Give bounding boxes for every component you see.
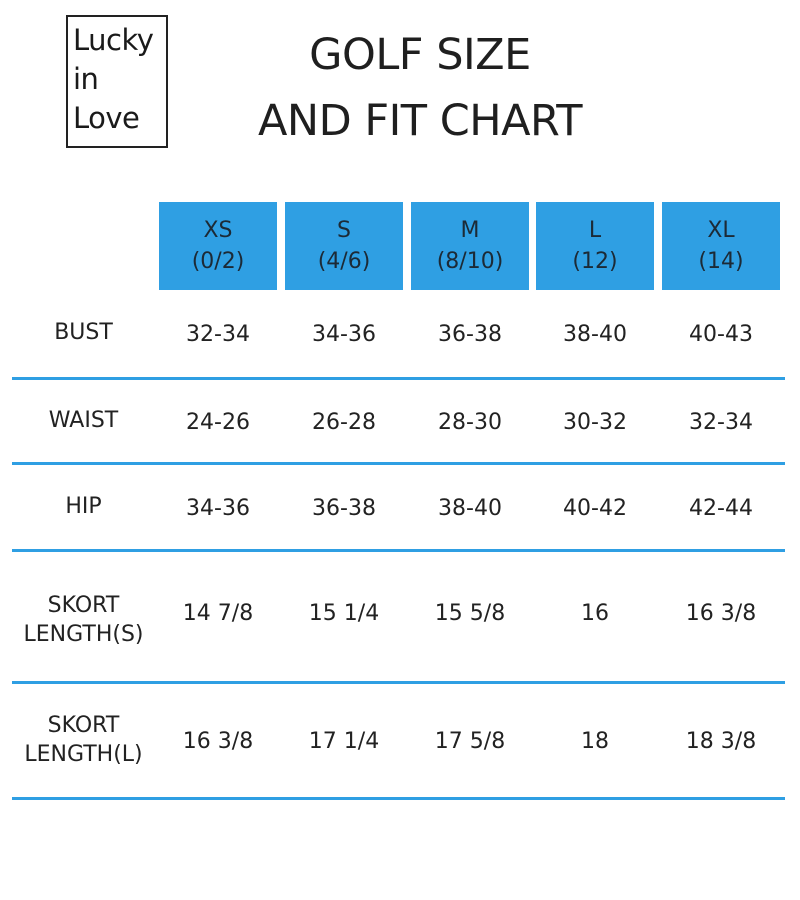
size-header-xl: XL (14) [662,202,780,290]
table-cell: 32-34 [689,410,753,435]
table-cell: 32-34 [186,322,250,347]
size-range: (14) [698,249,744,274]
row-divider [12,681,785,684]
size-code: S [337,218,351,243]
table-cell: 17 1/4 [308,729,380,754]
table-cell: 40-43 [689,322,753,347]
table-cell: 24-26 [186,410,250,435]
row-label-line-2: LENGTH(L) [24,742,143,767]
size-range: (0/2) [191,249,245,274]
table-cell: 18 [581,729,609,754]
table-cell: 15 1/4 [308,601,380,626]
row-divider [12,549,785,552]
chart-title-line-2: AND FIT CHART [258,96,583,146]
table-cell: 26-28 [312,410,376,435]
table-cell: 38-40 [438,496,502,521]
logo-line-3: Love [73,101,140,135]
row-label-hip: HIP [65,494,102,519]
table-cell: 15 5/8 [434,601,506,626]
table-cell: 40-42 [563,496,627,521]
table-cell: 16 3/8 [182,729,254,754]
table-cell: 34-36 [312,322,376,347]
row-label-line-1: SKORT [47,593,120,618]
row-divider [12,797,785,800]
table-cell: 14 7/8 [182,601,254,626]
row-label-line-1: SKORT [47,713,120,738]
row-label-bust: BUST [54,320,113,345]
table-cell: 16 3/8 [685,601,757,626]
row-divider [12,377,785,380]
size-code: XL [707,218,735,243]
table-cell: 28-30 [438,410,502,435]
table-cell: 38-40 [563,322,627,347]
table-cell: 30-32 [563,410,627,435]
size-code: XS [203,218,233,243]
row-label-waist: WAIST [48,408,119,433]
chart-title-line-1: GOLF SIZE [309,30,531,80]
table-cell: 34-36 [186,496,250,521]
table-cell: 36-38 [312,496,376,521]
row-label-skort-length-s: SKORT LENGTH(S) [12,591,155,649]
size-code: L [588,218,602,243]
size-range: (12) [572,249,618,274]
table-cell: 42-44 [689,496,753,521]
table-cell: 36-38 [438,322,502,347]
table-cell: 18 3/8 [685,729,757,754]
row-divider [12,462,785,465]
logo-line-1: Lucky [73,23,154,57]
row-label-skort-length-l: SKORT LENGTH(L) [12,711,155,769]
size-header-xs: XS (0/2) [159,202,277,290]
size-code: M [460,218,480,243]
size-range: (4/6) [317,249,371,274]
logo-line-2: in [73,62,99,96]
size-header-m: M (8/10) [411,202,529,290]
size-range: (8/10) [436,249,504,274]
row-label-line-2: LENGTH(S) [23,622,144,647]
table-cell: 16 [581,601,609,626]
size-header-s: S (4/6) [285,202,403,290]
size-header-l: L (12) [536,202,654,290]
brand-logo: Lucky in Love [66,15,168,148]
table-cell: 17 5/8 [434,729,506,754]
